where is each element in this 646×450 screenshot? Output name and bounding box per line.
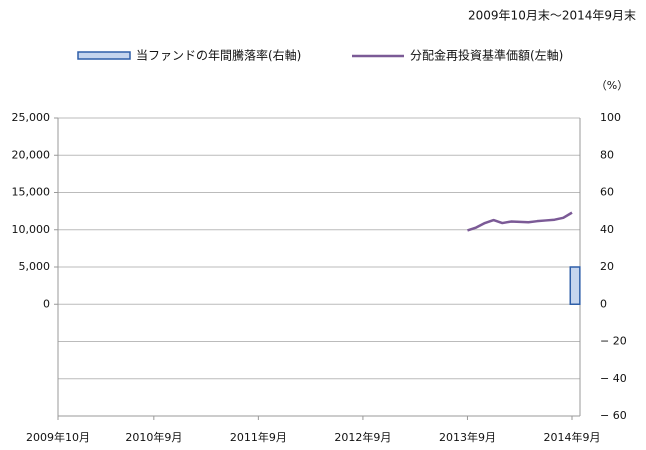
x-tick-label: 2014年9月: [544, 430, 601, 444]
y2-unit: （%）: [596, 79, 628, 92]
chart-subtitle: 2009年10月末～2014年9月末: [468, 9, 636, 23]
x-tick-label: 2010年9月: [125, 430, 182, 444]
y2-tick-label: − 20: [600, 335, 627, 348]
y-tick-label: 10,000: [12, 223, 51, 236]
y-tick-label: 25,000: [12, 111, 51, 124]
bar: [569, 266, 581, 305]
y2-tick-label: 80: [600, 148, 614, 161]
x-tick-label: 2013年9月: [439, 430, 496, 444]
x-tick-label: 2009年10月: [26, 430, 90, 444]
y2-tick-label: − 60: [600, 409, 627, 422]
x-tick-label: 2012年9月: [334, 430, 391, 444]
y2-tick-label: 20: [600, 260, 614, 273]
y-tick-label: 0: [43, 297, 50, 310]
y-tick-label: 5,000: [19, 260, 51, 273]
legend-label: 当ファンドの年間騰落率(右軸): [136, 48, 301, 63]
legend-label: 分配金再投資基準価額(左軸): [410, 48, 563, 63]
line: [467, 211, 573, 232]
y2-tick-label: 40: [600, 223, 614, 236]
y-tick-label: 20,000: [12, 148, 51, 161]
y2-tick-label: − 40: [600, 372, 627, 385]
legend-swatch: [77, 51, 131, 60]
y-tick-label: 15,000: [12, 186, 51, 199]
x-tick-label: 2011年9月: [230, 430, 287, 444]
y2-tick-label: 60: [600, 186, 614, 199]
y2-tick-label: 0: [600, 297, 607, 310]
y2-tick-label: 100: [600, 111, 621, 124]
